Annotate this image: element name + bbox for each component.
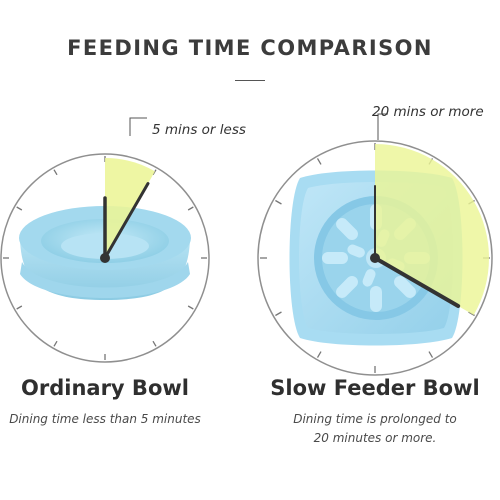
left-clock-tick [16,206,23,211]
right-clock-center [370,253,380,263]
right-label-leader [377,113,388,140]
ordinary-bowl-title: Ordinary Bowl [21,376,189,400]
left-clock-center [100,253,110,263]
right-time-label: 20 mins or more [372,104,484,120]
left-time-label: 5 mins or less [152,122,246,138]
right-clock-hand-end [373,256,461,308]
left-clock [0,153,210,363]
left-clock-tick [187,305,194,310]
left-time-wedge [105,158,155,258]
left-label-leader [129,117,147,136]
slow-feeder-bowl-title: Slow Feeder Bowl [270,376,480,400]
right-clock-tick [275,199,282,205]
slow-feeder-bowl-caption: Dining time is prolonged to 20 minutes o… [275,410,475,448]
slow-feeder-caption-line2: 20 minutes or more. [313,431,437,445]
slow-feeder-caption-line1: Dining time is prolonged to [293,412,457,426]
ordinary-bowl-caption: Dining time less than 5 minutes [5,410,205,429]
right-clock-tick [428,351,434,358]
right-clock-tick [316,351,322,358]
left-clock-tick [53,169,58,176]
right-clock-tick [316,158,322,165]
left-clock-tick [187,206,194,211]
left-clock-tick [53,340,58,347]
left-clock-tick [152,340,157,347]
ordinary-bowl-caption-line1: Dining time less than 5 minutes [9,412,201,426]
ordinary-bowl-image [19,206,191,300]
page-title: FEEDING TIME COMPARISON [67,36,433,60]
left-clock-tick [16,305,23,310]
left-clock-ticks [3,156,207,360]
right-clock [257,140,493,376]
title-divider [235,80,265,81]
right-clock-tick [275,311,282,317]
left-clock-hand-end [103,182,150,260]
